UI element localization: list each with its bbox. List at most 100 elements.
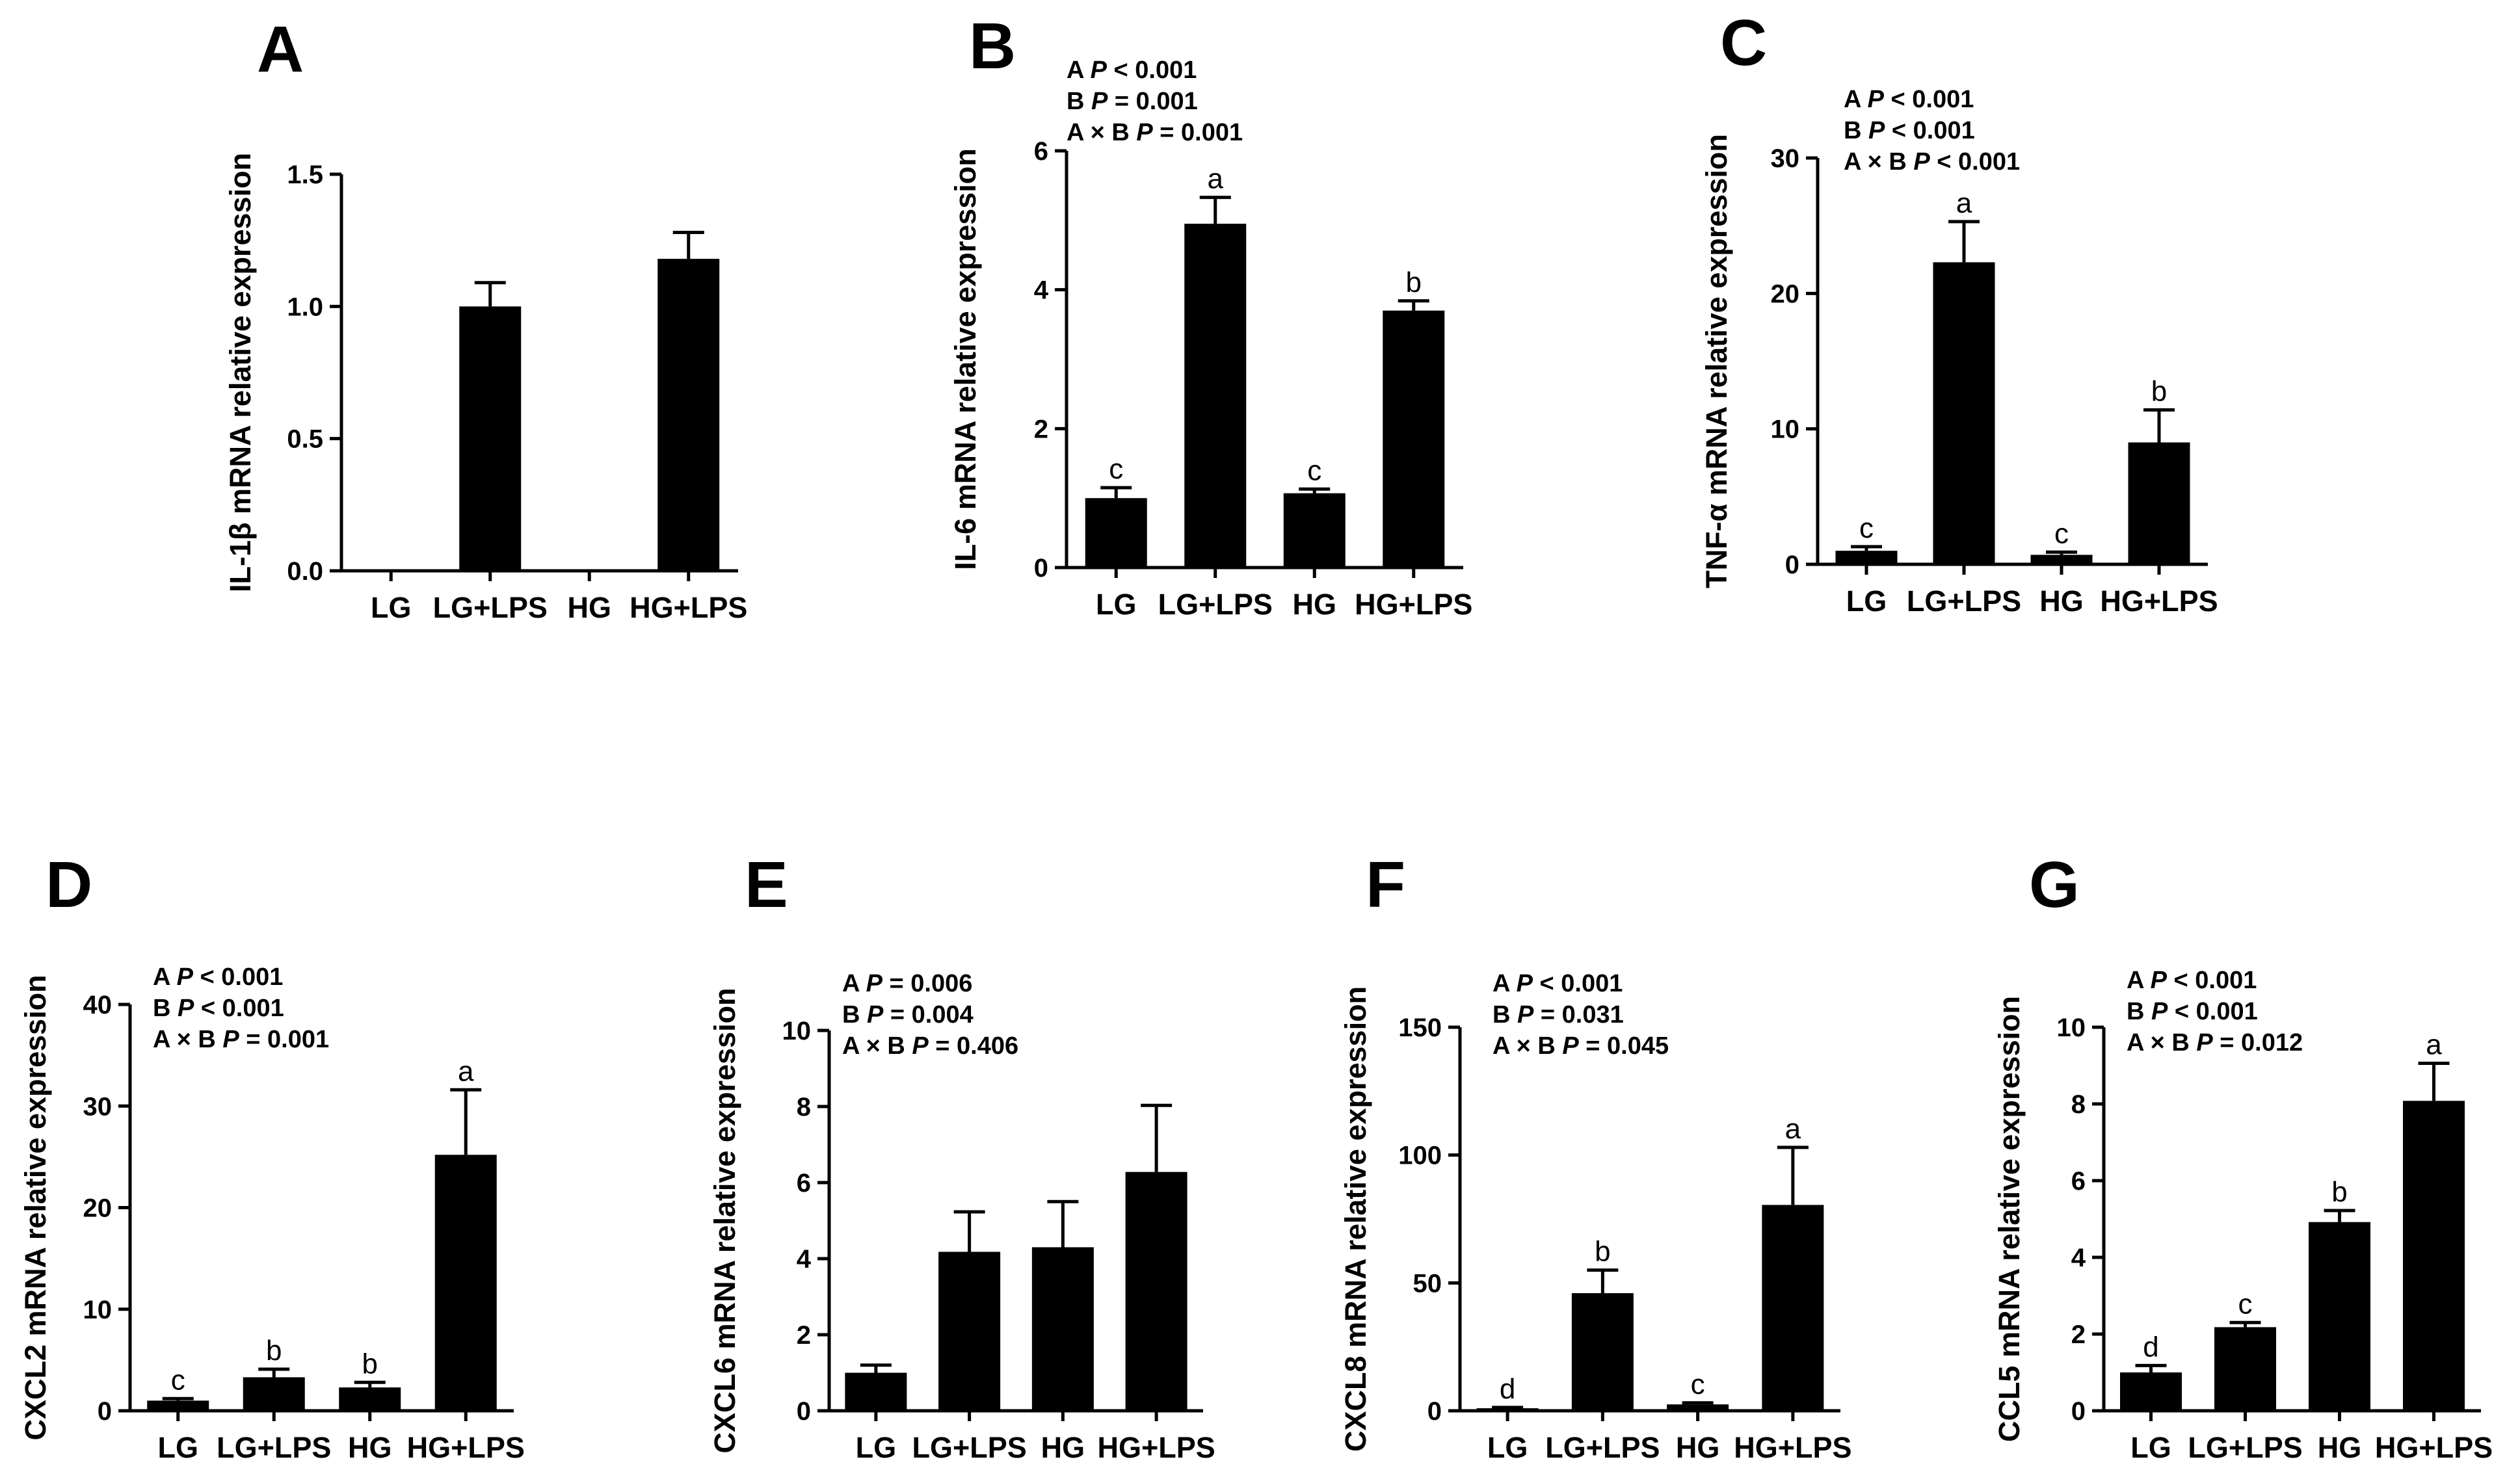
panel-letter-f: F [1366, 848, 1405, 921]
chart-panel-g: G CCL5 mRNA relative expression 0 2 4 6 8 10 d LG… [1993, 848, 2493, 1464]
y-tick-label-a: 1.5 [287, 161, 323, 189]
x-tick-label-b: LG+LPS [1158, 588, 1273, 621]
y-axis-label-e: CXCL6 mRNA relative expression [708, 988, 741, 1453]
bar-d [243, 1377, 305, 1411]
y-tick-label-g: 4 [2071, 1244, 2086, 1272]
y-tick-label-e: 6 [797, 1169, 811, 1198]
y-tick-label-d: 20 [83, 1194, 113, 1223]
x-tick-label-f: LG+LPS [1545, 1431, 1660, 1464]
y-tick-label-e: 0 [797, 1397, 811, 1426]
y-tick-label-d: 30 [83, 1092, 113, 1121]
y-tick-label-b: 2 [1034, 415, 1048, 443]
stat-line-d: A P < 0.001 [153, 963, 283, 991]
significance-letter-c: b [2151, 376, 2167, 408]
bar-e [938, 1252, 1001, 1411]
stat-line-b: A P < 0.001 [1067, 57, 1197, 84]
stat-line-d: B P < 0.001 [153, 995, 284, 1022]
bar-e [1125, 1172, 1187, 1411]
stat-line-b: A × B P = 0.001 [1067, 119, 1243, 146]
stat-line-g: A P < 0.001 [2127, 967, 2257, 994]
bar-d [339, 1387, 401, 1411]
bar-d [434, 1155, 497, 1411]
y-tick-label-d: 0 [98, 1397, 112, 1426]
significance-letter-b: a [1208, 163, 1224, 195]
x-tick-label-d: HG+LPS [407, 1431, 525, 1464]
significance-letter-f: c [1691, 1369, 1705, 1400]
significance-letter-b: c [1109, 453, 1123, 485]
significance-letter-d: c [171, 1364, 185, 1396]
bar-a [657, 259, 720, 571]
y-axis-label-c: TNF-α mRNA relative expression [1700, 134, 1733, 588]
x-tick-label-e: LG [856, 1431, 897, 1464]
bar-b [1383, 310, 1445, 568]
bar-b [1283, 493, 1346, 568]
x-tick-label-f: HG [1676, 1431, 1720, 1464]
y-tick-label-f: 50 [1413, 1269, 1442, 1298]
y-tick-label-a: 1.0 [287, 293, 323, 321]
significance-letter-f: a [1785, 1113, 1801, 1145]
x-tick-label-g: LG [2130, 1431, 2171, 1464]
bar-d [147, 1400, 209, 1411]
stat-line-e: B P = 0.004 [842, 1001, 974, 1029]
y-tick-label-d: 10 [83, 1296, 113, 1324]
y-tick-label-g: 6 [2071, 1167, 2086, 1196]
stat-line-f: B P = 0.031 [1492, 1001, 1624, 1029]
x-tick-label-c: HG [2039, 584, 2084, 618]
bar-f [1667, 1404, 1729, 1411]
x-tick-label-a: LG+LPS [433, 591, 548, 624]
chart-panel-d: D CXCL2 mRNA relative expression 0 10 20 30 40… [19, 848, 525, 1464]
y-axis-label-g: CCL5 mRNA relative expression [1993, 996, 2026, 1442]
x-tick-label-d: LG [158, 1431, 199, 1464]
stat-line-c: B P < 0.001 [1844, 117, 1975, 144]
x-tick-label-b: HG+LPS [1355, 588, 1472, 621]
significance-letter-g: c [2238, 1288, 2253, 1320]
y-tick-label-g: 0 [2071, 1397, 2086, 1426]
x-tick-label-e: LG+LPS [912, 1431, 1026, 1464]
y-axis-label-a: IL-1β mRNA relative expression [224, 153, 257, 592]
bar-e [845, 1372, 907, 1411]
significance-letter-g: a [2426, 1029, 2442, 1060]
significance-letter-f: b [1595, 1236, 1610, 1268]
x-tick-label-b: HG [1293, 588, 1337, 621]
x-tick-label-f: HG+LPS [1734, 1431, 1851, 1464]
x-tick-label-b: LG [1096, 588, 1137, 621]
significance-letter-g: d [2143, 1331, 2158, 1363]
y-tick-label-f: 150 [1398, 1014, 1442, 1042]
x-tick-label-a: HG+LPS [630, 591, 747, 624]
y-tick-label-g: 2 [2071, 1320, 2086, 1349]
significance-letter-c: a [1956, 187, 1972, 219]
bar-c [2128, 442, 2190, 564]
panel-letter-e: E [745, 848, 788, 921]
y-tick-label-c: 30 [1771, 144, 1800, 173]
bar-g [2403, 1101, 2465, 1411]
panel-letter-a: A [257, 13, 304, 86]
bar-c [1933, 262, 1995, 564]
bar-g [2120, 1372, 2182, 1411]
panel-letter-d: D [46, 848, 92, 921]
stat-line-c: A × B P < 0.001 [1844, 148, 2020, 176]
y-tick-label-b: 6 [1034, 137, 1048, 166]
stat-line-d: A × B P = 0.001 [153, 1026, 329, 1053]
significance-letter-d: a [458, 1055, 474, 1087]
bar-b [1085, 498, 1147, 568]
x-tick-label-d: LG+LPS [217, 1431, 331, 1464]
stat-line-g: B P < 0.001 [2127, 998, 2258, 1025]
significance-letter-f: d [1500, 1373, 1515, 1405]
bar-f [1476, 1408, 1539, 1411]
stat-line-b: B P = 0.001 [1067, 88, 1198, 115]
bar-c [1835, 551, 1898, 564]
x-tick-label-a: LG [371, 591, 412, 624]
chart-panel-f: F CXCL8 mRNA relative expression 0 50 100 150… [1339, 848, 1852, 1464]
x-tick-label-a: HG [568, 591, 612, 624]
y-tick-label-f: 0 [1427, 1397, 1442, 1426]
significance-letter-b: b [1406, 267, 1422, 298]
bar-b [1184, 224, 1247, 568]
bar-f [1571, 1293, 1634, 1411]
y-tick-label-e: 2 [797, 1321, 811, 1350]
y-tick-label-g: 8 [2071, 1090, 2086, 1119]
stat-line-c: A P < 0.001 [1844, 86, 1974, 113]
x-tick-label-e: HG [1041, 1431, 1085, 1464]
y-tick-label-c: 20 [1771, 280, 1800, 308]
y-tick-label-f: 100 [1398, 1142, 1442, 1170]
